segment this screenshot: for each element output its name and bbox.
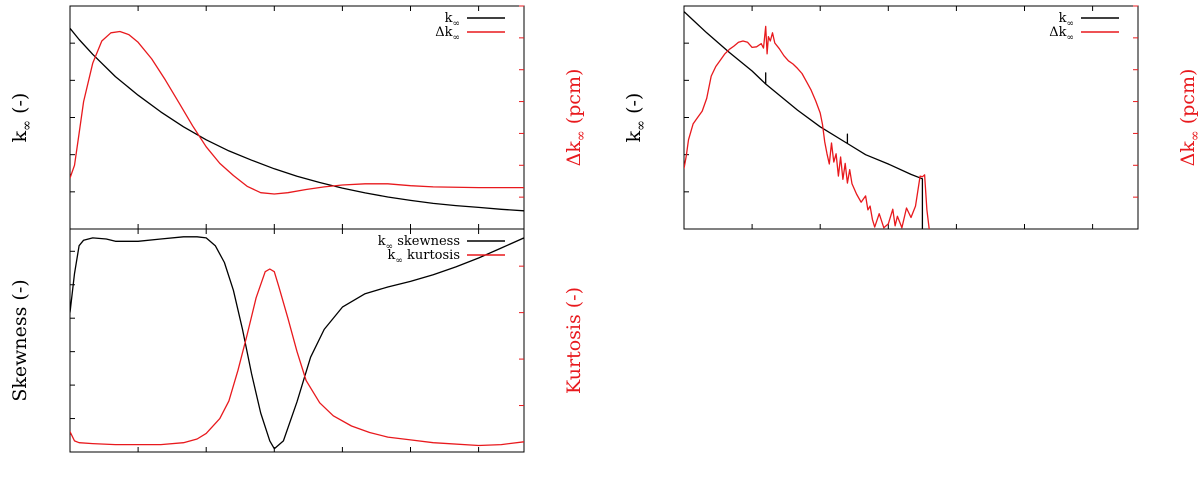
y-axis-title: k∞ (-) [623,93,649,143]
chart-panel-top-left: k∞ (-) Δk∞ (pcm) k∞Δk∞ [9,5,589,230]
legend-label: k∞ [1059,11,1074,29]
y-right-axis-title: Δk∞ (pcm) [1177,69,1200,167]
y-right-axis-title: Kurtosis (-) [563,287,585,394]
y-axis-title: k∞ (-) [9,93,35,143]
series-line-black [684,11,924,229]
legend-label: Δk∞ [1049,25,1074,43]
series-line-red [684,25,930,229]
legend-label: k∞ [445,11,460,29]
series-line-black [70,236,524,450]
plot-frame [69,228,525,453]
series-line-black [70,27,524,212]
legend-label: k∞ skewness [378,234,460,252]
legend-label: Δk∞ [435,25,460,43]
chart-panel-top-right: k∞ (-) Δk∞ (pcm) k∞Δk∞ [623,5,1200,230]
series-line-red [70,30,524,195]
series-line-red [70,268,524,447]
legend-label: k∞ kurtosis [387,248,460,266]
y-right-axis-title: Δk∞ (pcm) [563,69,589,167]
y-axis-title: Skewness (-) [9,279,31,401]
